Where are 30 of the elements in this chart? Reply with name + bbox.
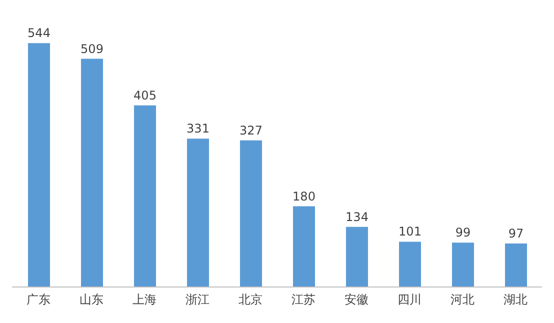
data-label: 509	[80, 42, 104, 56]
data-label: 97	[508, 226, 524, 241]
data-label: 134	[346, 210, 368, 224]
x-tick-label: 上海	[132, 292, 156, 307]
bar	[346, 226, 368, 287]
bar	[293, 206, 315, 287]
x-tick-label: 广东	[26, 292, 50, 307]
bar	[452, 242, 474, 287]
x-tick-label: 浙江	[186, 292, 210, 307]
bar	[134, 105, 156, 287]
bar	[28, 43, 50, 287]
data-label: 544	[28, 26, 50, 40]
bar	[399, 242, 421, 287]
data-label: 405	[134, 88, 156, 102]
data-label: 327	[240, 123, 262, 138]
bar	[240, 140, 262, 287]
x-tick-label: 湖北	[504, 292, 528, 307]
bar	[81, 58, 103, 287]
x-tick-label: 北京	[238, 292, 262, 307]
x-tick-label: 河北	[450, 292, 474, 307]
data-label: 180	[292, 189, 316, 204]
x-tick-label: 山东	[80, 292, 104, 307]
bar	[505, 244, 527, 287]
data-label: 99	[455, 226, 471, 240]
data-label: 331	[186, 122, 210, 136]
bar	[187, 138, 209, 287]
x-tick-label: 安徽	[344, 292, 368, 307]
x-tick-label: 四川	[398, 292, 422, 307]
data-label: 101	[398, 224, 422, 239]
x-tick-label: 江苏	[292, 292, 316, 307]
